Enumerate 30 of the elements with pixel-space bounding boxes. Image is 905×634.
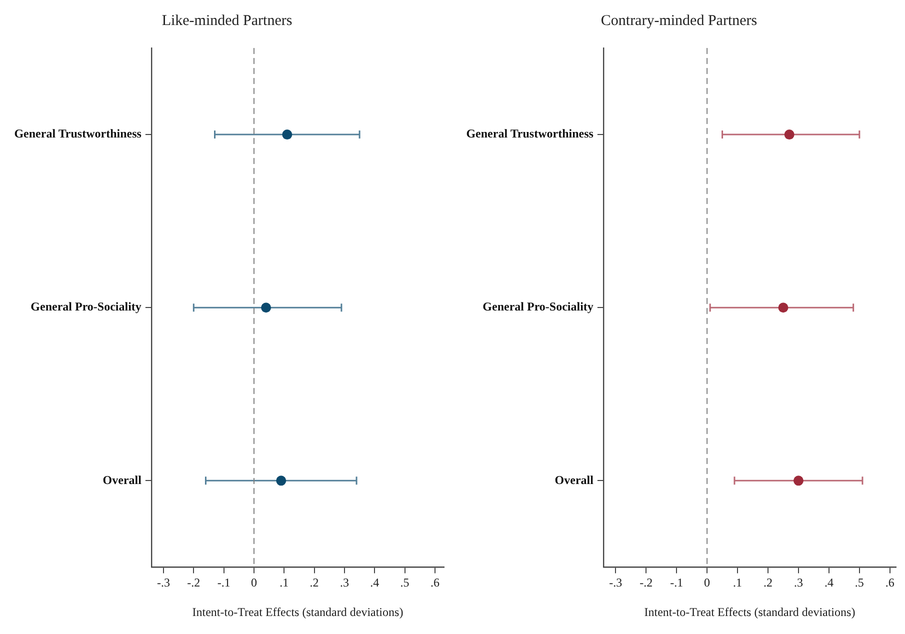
y-tick-label: General Trustworthiness xyxy=(14,126,142,141)
y-tick-label: Overall xyxy=(102,472,142,487)
x-tick-label: .5 xyxy=(400,576,410,590)
x-tick-label: .2 xyxy=(764,576,773,590)
x-tick-label: -.2 xyxy=(640,576,653,590)
x-tick-label: .4 xyxy=(824,576,834,590)
y-tick-label: General Pro-Sociality xyxy=(482,300,594,314)
x-tick-label: -.2 xyxy=(187,576,200,590)
y-tick-label: General Trustworthiness xyxy=(466,126,594,141)
x-tick-label: -.3 xyxy=(157,576,170,590)
chart-title: Like-minded Partners xyxy=(162,12,292,29)
x-tick-label: -.1 xyxy=(217,576,230,590)
x-tick-label: -.3 xyxy=(609,576,622,590)
chart-title: Contrary-minded Partners xyxy=(600,12,758,29)
x-tick-label: .6 xyxy=(430,576,440,590)
x-tick-label: 0 xyxy=(704,576,710,590)
x-tick-label: .1 xyxy=(733,576,742,590)
x-tick-label: .3 xyxy=(794,576,803,590)
x-tick-label: .4 xyxy=(370,576,380,590)
y-tick-label: Overall xyxy=(554,472,594,487)
x-axis-title: Intent-to-Treat Effects (standard deviations) xyxy=(192,604,404,619)
x-tick-label: 0 xyxy=(250,576,257,590)
x-axis-title: Intent-to-Treat Effects (standard deviations) xyxy=(644,604,856,619)
x-tick-label: .2 xyxy=(310,576,319,590)
y-tick-label: General Pro-Sociality xyxy=(30,300,142,314)
x-tick-label: .1 xyxy=(280,576,289,590)
x-tick-label: -.1 xyxy=(670,576,684,590)
x-tick-label: .5 xyxy=(854,576,864,590)
x-tick-label: .3 xyxy=(340,576,349,590)
x-tick-label: .6 xyxy=(885,576,894,590)
